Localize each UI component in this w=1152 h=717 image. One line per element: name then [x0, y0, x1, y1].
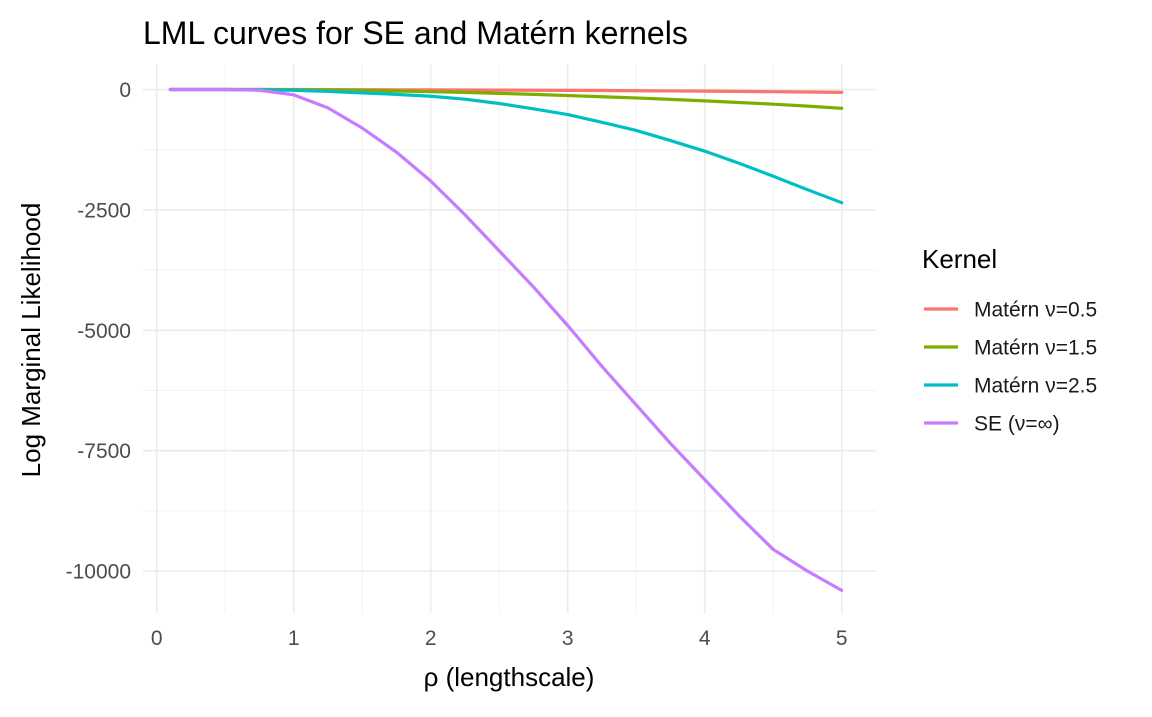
y-axis-ticks: 0 -2500 -5000 -7500 -10000: [66, 79, 131, 584]
legend-label: Matérn ν=0.5: [974, 299, 1097, 322]
legend-label: Matérn ν=1.5: [974, 337, 1097, 360]
series-line: [168, 87, 844, 592]
legend-label: SE (ν=∞): [974, 413, 1060, 436]
x-axis-title: ρ (lengthscale): [424, 662, 595, 692]
y-tick-label: -10000: [66, 561, 131, 584]
series-line: [168, 87, 844, 205]
series-lines: [168, 87, 844, 592]
x-tick-label: 0: [151, 627, 163, 650]
legend-title: Kernel: [922, 244, 997, 274]
y-axis-title: Log Marginal Likelihood: [16, 203, 46, 478]
x-tick-label: 3: [562, 627, 574, 650]
chart-title: LML curves for SE and Matérn kernels: [143, 15, 688, 51]
legend: Kernel Matérn ν=0.5 Matérn ν=1.5 Matérn ν=…: [922, 244, 1097, 436]
y-tick-label: -2500: [77, 199, 131, 222]
x-axis-ticks: 0 1 2 3 4 5: [151, 627, 848, 650]
y-tick-label: -7500: [77, 440, 131, 463]
x-tick-label: 5: [836, 627, 848, 650]
x-tick-label: 4: [699, 627, 711, 650]
y-tick-label: 0: [119, 79, 131, 102]
grid-lines: [143, 64, 876, 613]
x-tick-label: 1: [288, 627, 300, 650]
legend-label: Matérn ν=2.5: [974, 375, 1097, 398]
y-tick-label: -5000: [77, 320, 131, 343]
x-tick-label: 2: [425, 627, 437, 650]
